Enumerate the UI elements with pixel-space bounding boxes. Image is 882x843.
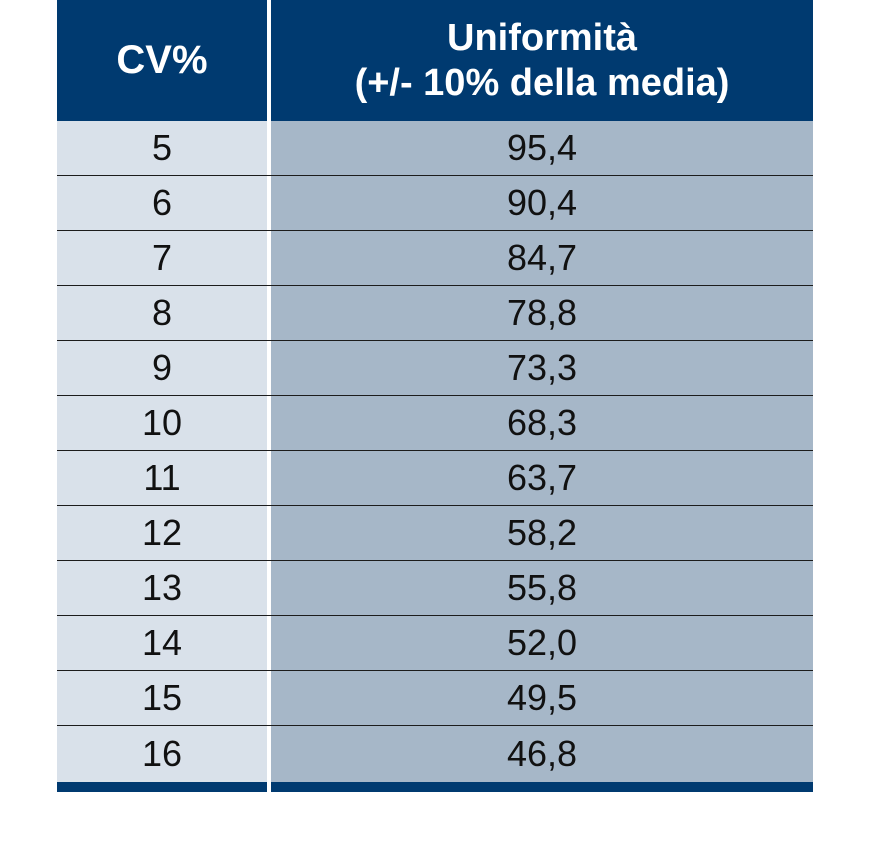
- header-divider: [267, 0, 271, 121]
- cell-cv: 10: [57, 396, 267, 450]
- cell-cv: 11: [57, 451, 267, 505]
- cell-uniformity: 84,7: [271, 231, 813, 285]
- footer-divider: [267, 782, 271, 792]
- table-row: 11 63,7: [57, 451, 813, 506]
- cell-divider: [267, 451, 271, 505]
- cell-cv: 14: [57, 616, 267, 670]
- cell-divider: [267, 341, 271, 395]
- cell-cv: 6: [57, 176, 267, 230]
- cell-uniformity: 46,8: [271, 726, 813, 782]
- cell-uniformity: 52,0: [271, 616, 813, 670]
- cell-cv: 15: [57, 671, 267, 725]
- footer-bar-right: [271, 782, 813, 792]
- table-row: 6 90,4: [57, 176, 813, 231]
- cell-uniformity: 73,3: [271, 341, 813, 395]
- cell-uniformity: 68,3: [271, 396, 813, 450]
- cell-divider: [267, 176, 271, 230]
- cell-divider: [267, 286, 271, 340]
- table-row: 15 49,5: [57, 671, 813, 726]
- table-row: 9 73,3: [57, 341, 813, 396]
- cell-divider: [267, 121, 271, 175]
- table-row: 5 95,4: [57, 121, 813, 176]
- table-row: 14 52,0: [57, 616, 813, 671]
- table-row: 8 78,8: [57, 286, 813, 341]
- cell-uniformity: 78,8: [271, 286, 813, 340]
- table-row: 12 58,2: [57, 506, 813, 561]
- cell-cv: 9: [57, 341, 267, 395]
- cell-divider: [267, 396, 271, 450]
- cell-divider: [267, 561, 271, 615]
- cell-divider: [267, 231, 271, 285]
- header-cv: CV%: [57, 0, 267, 121]
- uniformity-table: CV% Uniformità (+/- 10% della media) 5 9…: [57, 0, 813, 792]
- cell-divider: [267, 506, 271, 560]
- cell-uniformity: 63,7: [271, 451, 813, 505]
- table-row: 10 68,3: [57, 396, 813, 451]
- cell-uniformity: 95,4: [271, 121, 813, 175]
- table-row: 13 55,8: [57, 561, 813, 616]
- table-row: 16 46,8: [57, 726, 813, 782]
- cell-divider: [267, 726, 271, 782]
- cell-cv: 16: [57, 726, 267, 782]
- table-row: 7 84,7: [57, 231, 813, 286]
- cell-uniformity: 55,8: [271, 561, 813, 615]
- cell-cv: 5: [57, 121, 267, 175]
- table-header: CV% Uniformità (+/- 10% della media): [57, 0, 813, 121]
- cell-divider: [267, 616, 271, 670]
- cell-uniformity: 58,2: [271, 506, 813, 560]
- table-footer-bar: [57, 782, 813, 792]
- header-uniformity: Uniformità (+/- 10% della media): [271, 0, 813, 121]
- cell-cv: 13: [57, 561, 267, 615]
- cell-divider: [267, 671, 271, 725]
- cell-uniformity: 90,4: [271, 176, 813, 230]
- cell-cv: 8: [57, 286, 267, 340]
- cell-cv: 12: [57, 506, 267, 560]
- cell-cv: 7: [57, 231, 267, 285]
- header-uniformity-subtitle: (+/- 10% della media): [354, 61, 730, 104]
- table-body: 5 95,4 6 90,4 7 84,7 8 78,8 9 73,3 10 68…: [57, 121, 813, 782]
- header-uniformity-title: Uniformità: [447, 16, 637, 59]
- footer-bar-left: [57, 782, 267, 792]
- cell-uniformity: 49,5: [271, 671, 813, 725]
